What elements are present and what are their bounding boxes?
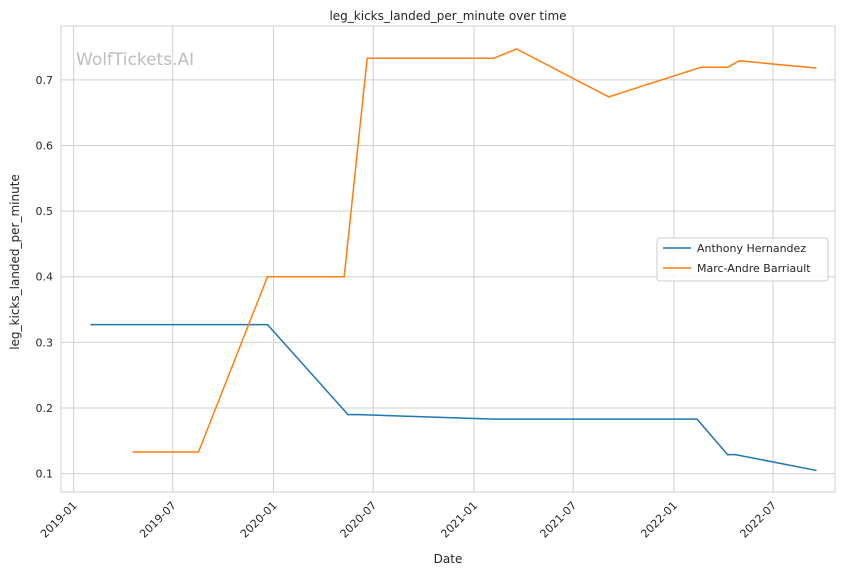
- data-point-marc-andre-barriault: [492, 57, 495, 59]
- data-point-marc-andre-barriault: [607, 96, 610, 98]
- data-point-marc-andre-barriault: [738, 59, 740, 62]
- y-tick-label: 0.1: [36, 468, 54, 481]
- data-point-marc-andre-barriault: [699, 66, 702, 69]
- x-tick-label: 2019-01: [38, 499, 80, 541]
- x-tick-label: 2022-01: [638, 499, 680, 541]
- data-point-marc-andre-barriault: [515, 48, 518, 50]
- y-tick-label: 0.4: [36, 271, 54, 284]
- x-tick-label: 2019-07: [137, 499, 179, 541]
- x-tick-label: 2021-01: [438, 499, 480, 541]
- y-tick-label: 0.6: [36, 139, 54, 152]
- x-tick-label: 2020-07: [338, 499, 380, 541]
- legend-box: [656, 237, 829, 282]
- data-point-anthony-hernandez: [492, 418, 495, 420]
- plot-frame: [60, 25, 836, 493]
- legend: Anthony Hernandez Marc-Andre Barriault: [656, 237, 829, 282]
- watermark: WolfTickets.AI: [76, 50, 194, 70]
- y-tick-label: 0.2: [36, 402, 54, 415]
- data-point-marc-andre-barriault: [197, 451, 200, 453]
- data-point-anthony-hernandez: [347, 413, 349, 416]
- data-point-anthony-hernandez: [90, 323, 92, 326]
- y-tick-label: 0.5: [36, 205, 54, 218]
- y-tick-label: 0.7: [36, 74, 54, 87]
- data-point-anthony-hernandez: [696, 418, 698, 420]
- data-point-anthony-hernandez: [266, 323, 269, 326]
- x-tick-label: 2021-07: [538, 499, 580, 541]
- grid-lines: [61, 26, 835, 492]
- data-point-marc-andre-barriault: [366, 57, 369, 59]
- y-tick-labels: 0.1 0.2 0.3 0.4 0.5 0.6 0.7: [36, 74, 54, 481]
- data-point-anthony-hernandez: [358, 413, 361, 416]
- chart-title: leg_kicks_landed_per_minute over time: [329, 9, 566, 23]
- series-lines: [90, 48, 817, 472]
- data-point-marc-andre-barriault: [132, 451, 135, 453]
- data-point-marc-andre-barriault: [266, 275, 269, 278]
- data-point-marc-andre-barriault: [343, 275, 345, 278]
- data-point-anthony-hernandez: [726, 453, 729, 456]
- legend-label-marc-andre-barriault: Marc-Andre Barriault: [697, 262, 811, 275]
- x-axis-label: Date: [434, 552, 463, 566]
- legend-label-anthony-hernandez: Anthony Hernandez: [697, 242, 806, 255]
- x-tick-labels: 2019-01 2019-07 2020-01 2020-07 2021-01 2021-…: [38, 499, 779, 541]
- data-point-anthony-hernandez: [734, 453, 737, 456]
- x-tick-label: 2020-01: [238, 499, 280, 541]
- y-tick-label: 0.3: [36, 336, 54, 349]
- y-axis-label: leg_kicks_landed_per_minute: [8, 174, 22, 350]
- data-point-marc-andre-barriault: [726, 66, 729, 69]
- x-tick-label: 2022-07: [738, 499, 780, 541]
- data-point-marc-andre-barriault: [815, 67, 817, 69]
- series-line-marc-andre-barriault: [133, 48, 816, 453]
- data-point-anthony-hernandez: [815, 469, 817, 472]
